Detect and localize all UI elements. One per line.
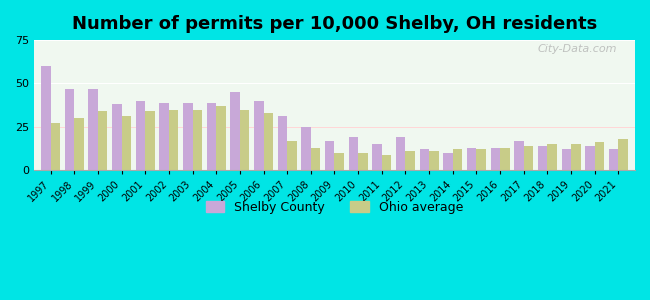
Bar bbox=[429, 151, 439, 170]
Bar bbox=[500, 148, 510, 170]
Bar bbox=[230, 92, 240, 170]
Bar bbox=[192, 110, 202, 170]
Bar bbox=[467, 148, 476, 170]
Bar bbox=[207, 103, 216, 170]
Bar bbox=[65, 89, 74, 170]
Bar bbox=[453, 149, 462, 170]
Bar bbox=[112, 104, 122, 170]
Bar bbox=[476, 149, 486, 170]
Bar bbox=[443, 153, 453, 170]
Bar bbox=[145, 111, 155, 170]
Bar bbox=[335, 153, 344, 170]
Bar bbox=[547, 144, 557, 170]
Bar bbox=[263, 113, 273, 170]
Bar bbox=[311, 148, 320, 170]
Bar bbox=[396, 137, 406, 170]
Bar bbox=[524, 146, 533, 170]
Bar bbox=[122, 116, 131, 170]
Bar bbox=[278, 116, 287, 170]
Text: City-Data.com: City-Data.com bbox=[538, 44, 617, 54]
Bar bbox=[216, 106, 226, 170]
Bar bbox=[514, 141, 524, 170]
Bar bbox=[325, 141, 335, 170]
Bar bbox=[287, 141, 296, 170]
Bar bbox=[88, 89, 98, 170]
Bar bbox=[159, 103, 169, 170]
Bar bbox=[136, 101, 145, 170]
Bar bbox=[609, 149, 618, 170]
Bar bbox=[491, 148, 500, 170]
Bar bbox=[358, 153, 368, 170]
Bar bbox=[595, 142, 604, 170]
Bar bbox=[51, 123, 60, 170]
Bar bbox=[98, 111, 107, 170]
Bar bbox=[348, 137, 358, 170]
Legend: Shelby County, Ohio average: Shelby County, Ohio average bbox=[201, 196, 468, 219]
Bar bbox=[302, 127, 311, 170]
Bar bbox=[41, 66, 51, 170]
Bar bbox=[571, 144, 580, 170]
Bar bbox=[372, 144, 382, 170]
Bar bbox=[420, 149, 429, 170]
Bar bbox=[618, 139, 628, 170]
Bar bbox=[406, 151, 415, 170]
Bar bbox=[254, 101, 263, 170]
Bar bbox=[240, 110, 250, 170]
Bar bbox=[585, 146, 595, 170]
Bar bbox=[169, 110, 178, 170]
Bar bbox=[382, 154, 391, 170]
Bar bbox=[538, 146, 547, 170]
Bar bbox=[562, 149, 571, 170]
Bar bbox=[74, 118, 84, 170]
Title: Number of permits per 10,000 Shelby, OH residents: Number of permits per 10,000 Shelby, OH … bbox=[72, 15, 597, 33]
Bar bbox=[183, 103, 192, 170]
